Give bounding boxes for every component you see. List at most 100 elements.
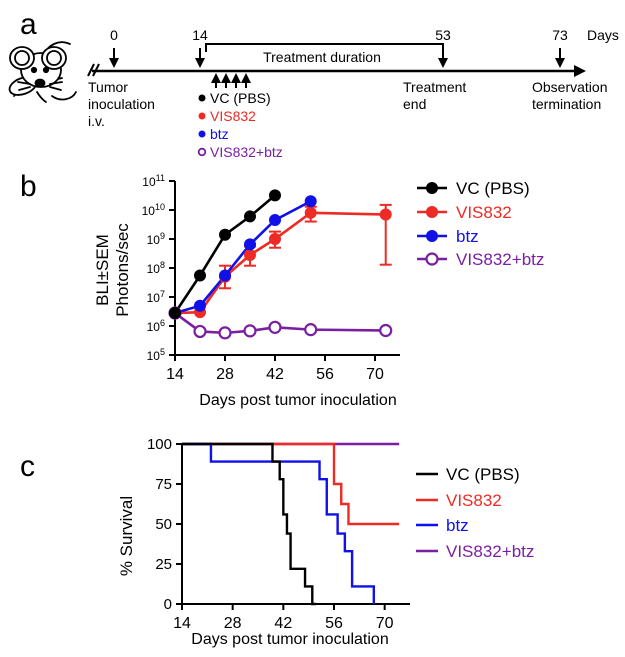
y-tick-label-b: 106 [147,318,165,334]
treatment-end-label: Treatment end [403,79,466,112]
timeline-tick-14: 14 [192,27,208,68]
dosing-arrows [211,73,251,88]
ylabel-b-line2: Photons/sec [113,223,132,317]
timeline-tick-label: 73 [552,27,568,43]
timeline-tick-label: 0 [110,27,118,43]
panel-label-a: a [20,8,37,41]
x-tick-label-b: 42 [266,366,284,383]
legend-c-item-vis: VIS832 [416,491,502,510]
x-tick-label-b: 56 [316,366,334,383]
data-point-vis [244,249,256,262]
panel-label-b: b [20,170,37,203]
x-tick-label-c: 14 [173,615,191,632]
data-point-combo [268,320,282,334]
timeline-legend-item-vc: VC (PBS) [198,90,271,106]
x-tick-label-b: 70 [366,366,384,383]
timeline-legend-label: btz [210,126,229,142]
legend-dot-icon [197,147,207,157]
data-point-vc [194,269,206,282]
timeline-legend-item-btz: btz [198,126,229,142]
timeline-unit-label: Days [587,27,619,43]
legend-c-label: VC (PBS) [446,465,520,484]
inoculation-label: Tumor inoculation i.v. [88,79,155,129]
xlabel-b: Days post tumor inoculation [199,392,396,409]
legend-c-item-btz: btz [416,516,469,535]
data-point-vc [269,189,281,202]
xlabel-c: Days post tumor inoculation [191,631,388,648]
data-point-vc [244,210,256,223]
x-tick-label-c: 70 [376,615,394,632]
timeline-tick-label: 53 [435,27,451,43]
y-tick-label-c: 100 [147,436,172,453]
x-tick-label-b: 28 [216,366,234,383]
survival-chart: 0 25 50 75 100 14 28 42 56 70 [147,436,410,632]
bli-chart: 105 106 107 108 109 1010 1011 14 28 42 56 70 [142,173,400,383]
x-tick-label-c: 56 [325,615,343,632]
timeline-legend-label: VIS832+btz [210,144,283,160]
legend-marker-icon [426,206,438,218]
ylabel-b: BLI±SEM Photons/sec [93,223,132,317]
legend-b: VC (PBS) VIS832 btz VIS832+btz [417,179,544,269]
legend-dot-icon [198,112,206,120]
legend-b-item-vis: VIS832 [417,203,512,222]
data-point-btz [244,238,256,251]
data-point-btz [219,269,231,282]
inoculation-label-line: inoculation [88,96,155,112]
legend-c: VC (PBS) VIS832 btz VIS832+btz [416,465,534,561]
data-point-combo [379,323,393,338]
data-point-btz [304,195,317,208]
legend-dot-icon [198,130,206,138]
treatment-end-label-line: Treatment [403,79,466,95]
timeline-tick-0: 0 [109,27,119,68]
data-point-combo [218,326,232,340]
survival-curve-btz [182,442,376,604]
timeline-legend-item-vis: VIS832 [198,108,256,124]
data-point-combo [243,324,257,338]
legend-c-item-vc: VC (PBS) [416,465,520,484]
axis-break-icon [87,63,100,77]
y-tick-label-c: 75 [155,476,172,493]
timeline-tick-73: 73 [552,27,568,68]
observation-label: Observation termination [532,79,607,112]
y-tick-label-b: 109 [147,231,165,247]
legend-b-label: VIS832+btz [456,250,544,269]
data-point-combo [304,323,318,337]
series-line-btz [174,200,312,315]
survival-curve-vis [182,442,400,526]
legend-b-item-vc: VC (PBS) [417,179,530,198]
data-point-vis [269,233,281,245]
mouse-illustration [8,41,77,103]
observation-label-line: Observation [532,79,607,95]
y-tick-label-c: 0 [164,596,172,613]
data-point-vc [219,228,231,241]
legend-b-item-combo: VIS832+btz [417,250,544,269]
ylabel-b-line1: BLI±SEM [93,234,112,306]
ylabel-c: % Survival [117,496,136,576]
legend-marker-icon [426,230,438,242]
series-line-vc [173,194,276,314]
y-tick-label-b: 1011 [142,173,165,189]
legend-b-label: VIS832 [456,203,512,222]
data-point-vis [304,206,317,219]
data-point-vc [169,307,181,320]
inoculation-label-line: Tumor [88,79,128,95]
legend-c-item-combo: VIS832+btz [416,542,534,561]
legend-marker-icon [426,182,438,194]
legend-b-label: btz [456,227,479,246]
treatment-end-label-line: end [403,96,426,112]
legend-c-label: btz [446,516,469,535]
observation-label-line: termination [532,96,601,112]
treatment-duration-label: Treatment duration [263,49,381,65]
y-tick-label-b: 107 [147,289,165,305]
timeline-legend-label: VIS832 [210,108,256,124]
y-tick-label-b: 108 [147,260,165,276]
legend-b-item-btz: btz [417,227,479,246]
data-point-btz [194,299,206,312]
timeline-legend-item-combo: VIS832+btz [197,144,283,160]
x-tick-label-b: 14 [166,366,184,383]
timeline-tick-label: 14 [192,27,208,43]
y-tick-label-b: 105 [147,347,165,363]
inoculation-label-line: i.v. [88,113,105,129]
legend-b-label: VC (PBS) [456,179,530,198]
